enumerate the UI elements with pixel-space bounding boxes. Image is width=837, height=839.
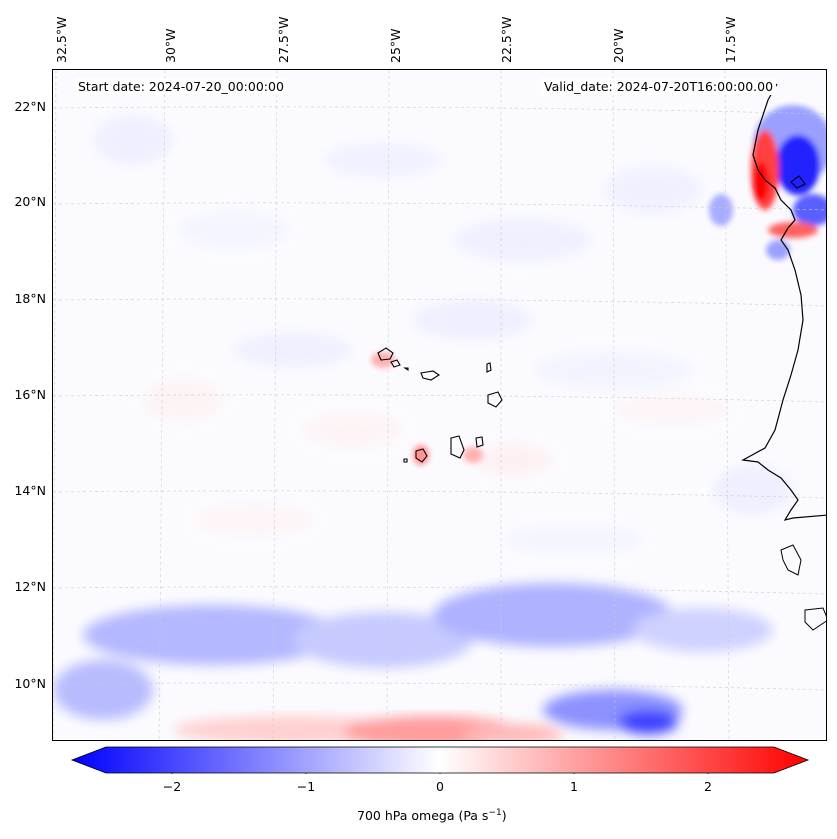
colorbar-ticks: [171, 773, 709, 774]
southern-ascent-band: [53, 583, 773, 734]
island-sal: [486, 362, 492, 373]
coastal-strong-signal: [709, 105, 826, 260]
colorbar-gradient: [70, 746, 810, 774]
island-brava: [403, 458, 408, 463]
lon-label-20w: 20°W: [611, 28, 626, 63]
colorbar-tick-0: 0: [436, 779, 444, 794]
colorbar-label: 700 hPa omega (Pa s−1): [357, 808, 507, 824]
lon-label-30w: 30°W: [163, 28, 178, 63]
island-sao-vicente: [390, 359, 401, 368]
map-panel: [52, 69, 827, 741]
lon-label-25w: 25°W: [388, 28, 403, 63]
lat-label-12n: 12°N: [14, 579, 46, 594]
coastal-outline-south: [780, 544, 802, 576]
island-santa-luzia: [403, 367, 409, 372]
island-fogo: [415, 448, 428, 463]
start-date-label: Start date: 2024-07-20_00:00:00: [75, 78, 287, 95]
lat-label-16n: 16°N: [14, 387, 46, 402]
lat-label-20n: 20°N: [14, 194, 46, 209]
omega-field-map: [53, 70, 826, 740]
bissagos-outline: [804, 607, 826, 631]
lon-label-32-5w: 32.5°W: [54, 16, 69, 63]
valid-date-label: Valid_date: 2024-07-20T16:00:00.00: [541, 78, 777, 95]
island-sao-nicolau: [420, 370, 441, 381]
africa-coastline: [741, 83, 826, 521]
colorbar-tick-1: 1: [570, 779, 578, 794]
lat-label-10n: 10°N: [14, 676, 46, 691]
coastal-outline-detail: [790, 175, 806, 189]
lat-label-14n: 14°N: [14, 483, 46, 498]
southern-descent-band: [173, 716, 563, 740]
colorbar-tick-2: 2: [704, 779, 712, 794]
lon-label-17-5w: 17.5°W: [723, 16, 738, 63]
island-maio: [475, 436, 484, 448]
cape-verde-islands: [377, 347, 503, 463]
background-omega-field: [93, 115, 793, 555]
island-boa-vista: [487, 391, 503, 408]
colorbar: [70, 746, 810, 774]
lon-label-22-5w: 22.5°W: [499, 16, 514, 63]
lat-label-22n: 22°N: [14, 99, 46, 114]
colorbar-tick-neg1: −1: [296, 779, 316, 794]
island-santo-antao: [377, 347, 394, 361]
graticule: [53, 70, 826, 740]
lon-label-27-5w: 27.5°W: [276, 16, 291, 63]
colorbar-tick-neg2: −2: [162, 779, 182, 794]
island-santiago: [450, 435, 465, 459]
lat-label-18n: 18°N: [14, 291, 46, 306]
